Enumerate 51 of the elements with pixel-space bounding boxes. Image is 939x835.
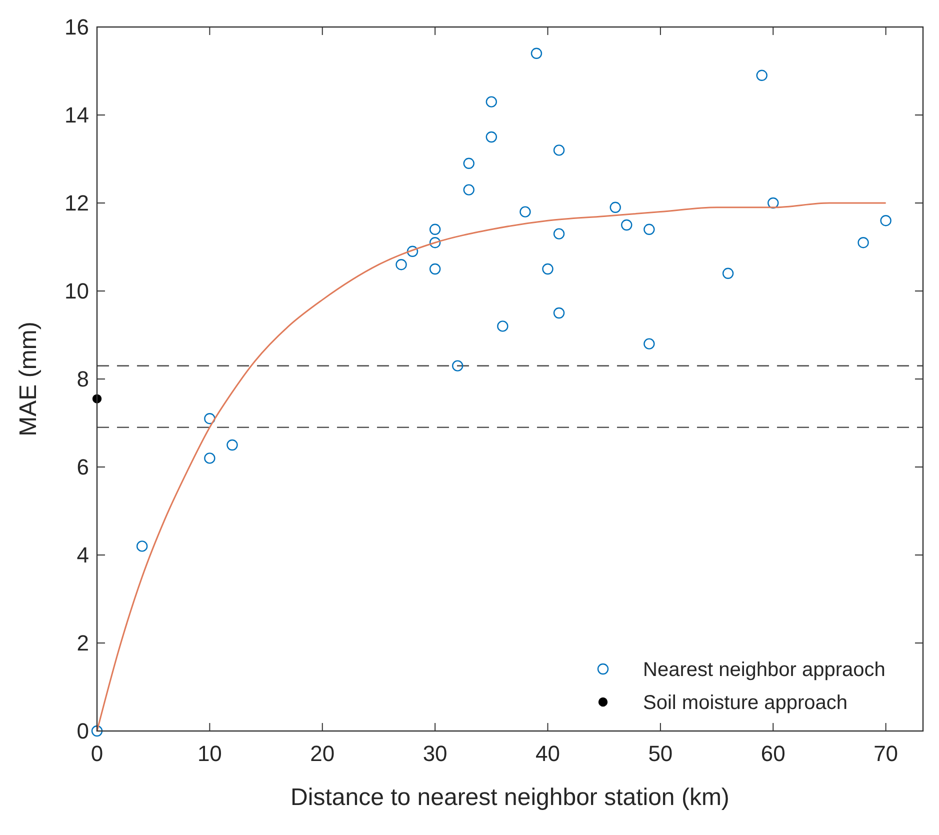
point — [204, 413, 216, 424]
point — [91, 725, 103, 737]
x-tick-label: 10 — [197, 741, 222, 766]
y-tick-label: 4 — [76, 542, 89, 568]
point — [406, 246, 418, 257]
y-tick-label: 12 — [64, 190, 89, 216]
point — [880, 215, 892, 226]
y-tick-label: 10 — [64, 278, 89, 304]
point — [429, 224, 441, 235]
x-tick-label: 70 — [874, 741, 898, 766]
point — [452, 360, 464, 372]
point — [644, 338, 655, 350]
x-tick-label: 30 — [422, 741, 448, 766]
y-axis-title: MAE (mm) — [15, 322, 42, 436]
point — [553, 228, 565, 240]
y-tick-label: 8 — [76, 366, 89, 392]
y-tick-label: 2 — [76, 630, 89, 656]
point — [756, 70, 768, 81]
point — [463, 158, 474, 169]
point — [610, 202, 621, 213]
point — [429, 263, 441, 275]
y-tick-label: 14 — [64, 102, 89, 128]
x-axis-title: Distance to nearest neighbor station (km) — [290, 784, 730, 811]
point — [542, 263, 554, 275]
point — [226, 439, 238, 451]
y-tick-label: 6 — [76, 454, 89, 480]
point — [463, 184, 474, 196]
x-tick-label: 50 — [648, 741, 673, 766]
point — [553, 144, 565, 156]
legend-label: Nearest neighbor appraoch — [643, 659, 886, 681]
point — [722, 268, 734, 279]
x-tick-label: 20 — [310, 741, 335, 766]
point — [136, 540, 148, 552]
point — [621, 219, 632, 231]
y-tick-label: 16 — [64, 14, 89, 40]
point — [204, 452, 216, 464]
point — [429, 237, 441, 248]
point — [520, 206, 531, 218]
x-tick-label: 40 — [536, 741, 560, 766]
point — [768, 197, 779, 209]
point — [530, 48, 542, 59]
legend-label: Soil moisture approach — [643, 692, 848, 714]
point — [497, 320, 508, 332]
point — [858, 237, 869, 248]
point — [396, 259, 407, 270]
point — [644, 224, 655, 235]
point — [486, 96, 498, 108]
point — [553, 307, 565, 319]
point — [486, 131, 498, 143]
x-tick-label: 60 — [760, 741, 786, 766]
y-tick-label: 0 — [76, 718, 89, 744]
